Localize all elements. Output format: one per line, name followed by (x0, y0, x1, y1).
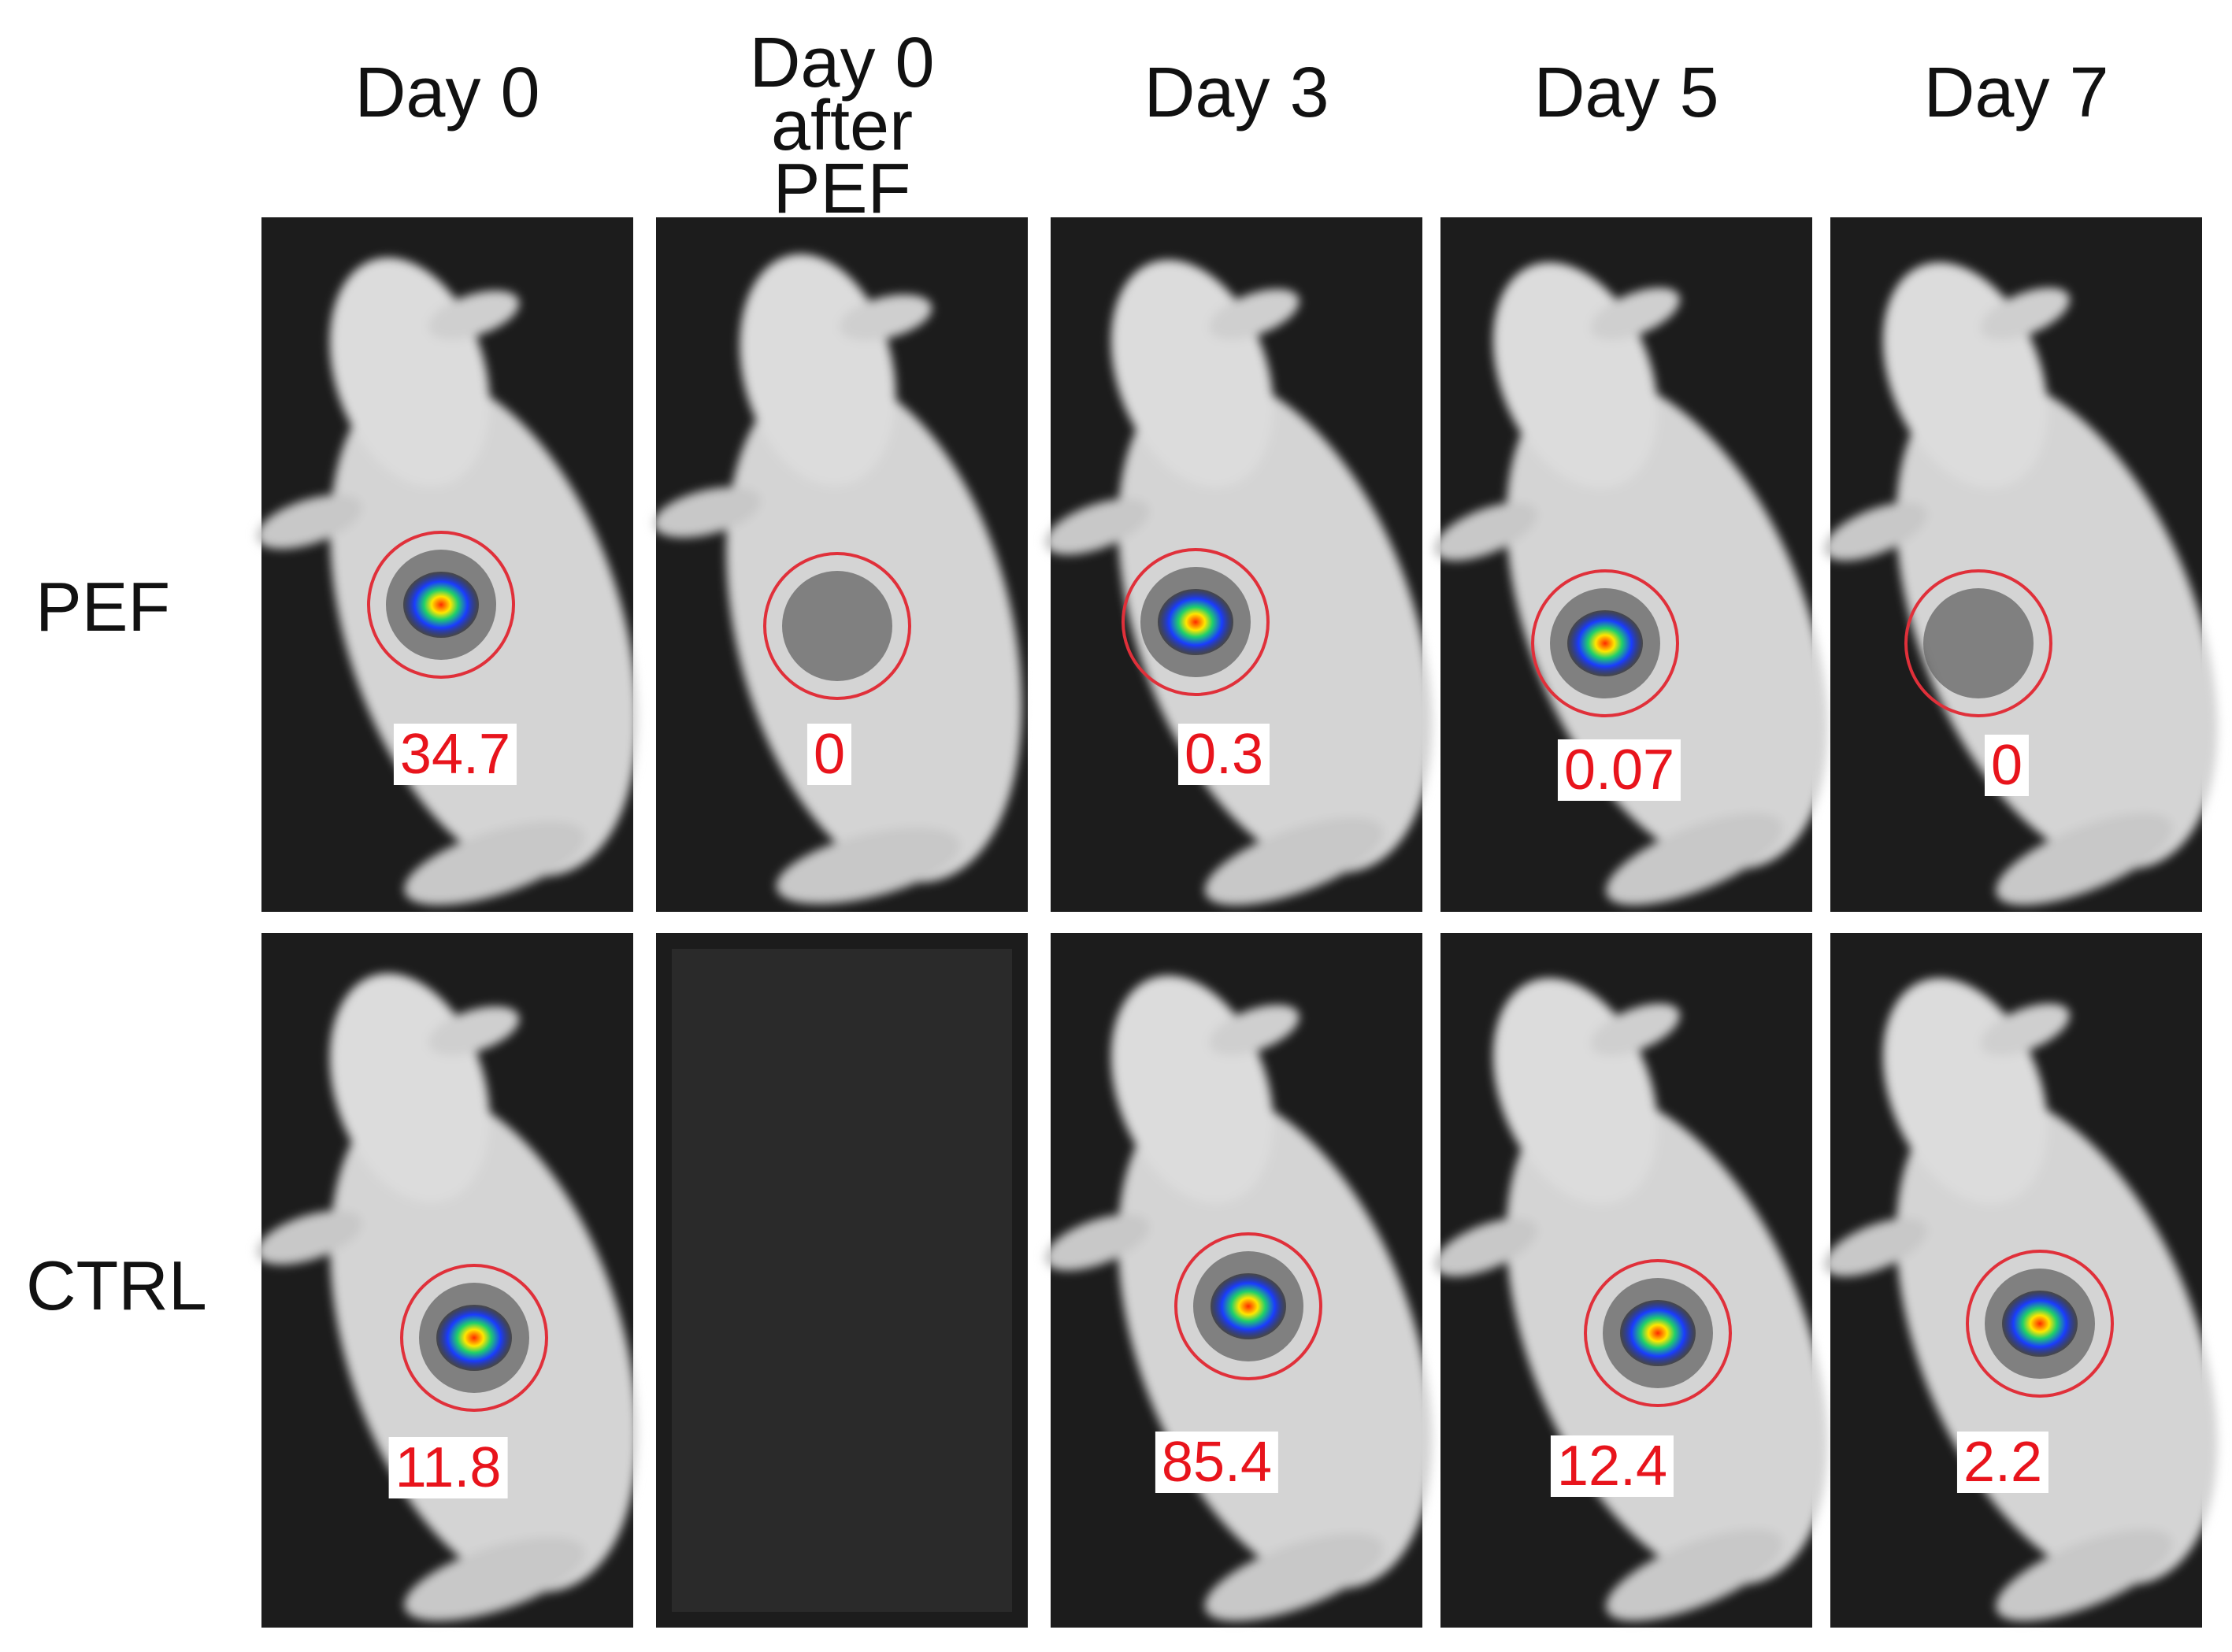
column-header: Day 7 (1923, 54, 2109, 132)
signal-value: 34.7 (393, 724, 517, 785)
roi-circle (367, 531, 515, 679)
bioluminescence-signal (1620, 1300, 1696, 1366)
roi-circle (1584, 1259, 1732, 1407)
signal-value: 0.07 (1557, 739, 1681, 801)
mouse-part (1823, 502, 1928, 561)
mouse-part (1606, 813, 1783, 906)
column-header: Day 5 (1533, 54, 1719, 132)
mouse-part (1204, 1533, 1384, 1621)
mouse-part (776, 828, 961, 904)
column-header: Day 0 (354, 54, 540, 132)
mouse-part (1606, 1528, 1783, 1621)
mouse-part (1591, 287, 1680, 340)
mouse-part (1823, 1218, 1928, 1276)
roi-circle (763, 552, 911, 700)
row-label: PEF (35, 568, 171, 646)
bioluminescence-signal (436, 1305, 512, 1371)
signal-value: 12.4 (1550, 1435, 1674, 1497)
roi-circle (1966, 1250, 2114, 1398)
mouse-part (1044, 1214, 1150, 1271)
roi-circle (1174, 1232, 1322, 1380)
mouse (1433, 262, 1828, 906)
signal-value: 2.2 (1956, 1432, 2049, 1493)
mouse-part (1433, 502, 1538, 561)
mouse-part (1433, 1218, 1538, 1276)
mouse-part (1981, 287, 2070, 340)
signal-value: 0.3 (1177, 724, 1270, 785)
tumor-region (782, 571, 892, 681)
mouse-part (404, 1537, 585, 1621)
column-header: Day 3 (1144, 54, 1329, 132)
row-label: CTRL (26, 1246, 207, 1324)
roi-circle (1122, 548, 1270, 696)
bioluminescence-signal (1567, 610, 1643, 676)
mouse-part (1896, 376, 2218, 870)
mouse-part (653, 487, 762, 538)
mouse-part (256, 494, 362, 550)
column-header: Day 0 after PEF (749, 24, 935, 228)
mouse-part (428, 291, 520, 339)
mouse-part (1591, 1003, 1680, 1056)
mouse-part (428, 1006, 520, 1055)
signal-value: 0 (806, 724, 852, 785)
bioluminescence-signal (403, 572, 479, 638)
bioluminescence-signal (2002, 1291, 2078, 1357)
empty-panel (672, 949, 1012, 1612)
signal-value: 0 (1984, 735, 2030, 796)
roi-circle (400, 1264, 548, 1412)
signal-value: 85.4 (1155, 1432, 1279, 1493)
mouse-part (1204, 817, 1384, 906)
mouse-part (1209, 289, 1300, 339)
mouse-part (1044, 498, 1150, 555)
mouse-part (1996, 1528, 2173, 1621)
signal-value: 11.8 (388, 1437, 508, 1498)
mouse-part (1981, 1003, 2070, 1056)
mouse-part (1996, 813, 2173, 906)
tumor-region (1923, 588, 2034, 698)
roi-circle (1531, 569, 1679, 717)
bioluminescence-signal (1158, 589, 1233, 655)
mouse (1823, 262, 2218, 906)
mouse-part (840, 294, 932, 341)
mouse-part (1209, 1005, 1300, 1055)
roi-circle (1904, 569, 2052, 717)
mouse-part (256, 1210, 362, 1265)
bioluminescence-signal (1211, 1273, 1286, 1339)
mouse-part (404, 821, 585, 906)
